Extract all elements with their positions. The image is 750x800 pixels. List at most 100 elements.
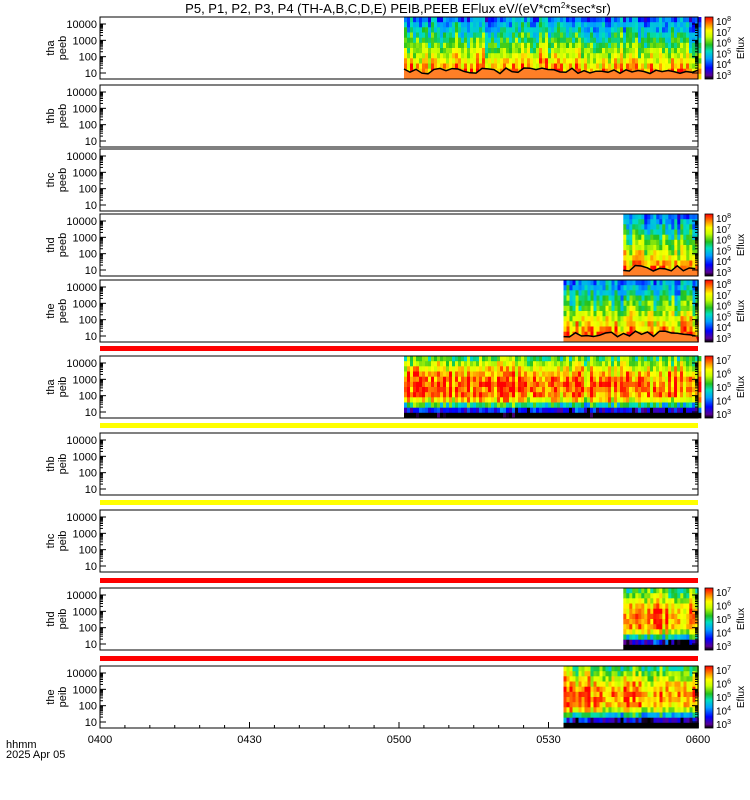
spectrogram-cell (692, 634, 696, 641)
spectrogram-cell (668, 402, 672, 409)
spectrogram-cell (626, 255, 630, 261)
spectrogram-cell (671, 224, 675, 230)
spectrogram-cell (662, 407, 666, 414)
spectrogram-cell (527, 42, 531, 49)
spectrogram-cell (650, 326, 654, 333)
spectrogram-cell (620, 280, 624, 286)
spectrogram-cell (590, 290, 594, 296)
spectrogram-cell (407, 371, 411, 378)
spectrogram-cell (659, 27, 663, 33)
spectrogram-cell (620, 712, 624, 719)
spectrogram-cell (620, 676, 624, 682)
spectrogram-cell (674, 629, 678, 635)
spectrogram-cell (542, 48, 546, 54)
spectrogram-cell (608, 17, 612, 23)
spectrogram-cell (545, 387, 549, 393)
spectrogram-cell (491, 371, 495, 378)
spectrogram-cell (584, 285, 588, 291)
spectrogram-cell (626, 285, 630, 291)
spectrogram-cell (665, 361, 669, 367)
spectrogram-cell (671, 32, 675, 39)
spectrogram-cell (608, 412, 612, 419)
spectrogram-cell (602, 42, 606, 49)
spectrogram-cell (647, 593, 651, 599)
spectrogram-cell (512, 387, 516, 393)
spectrogram-cell (593, 37, 597, 44)
spectrogram-cell (566, 280, 570, 286)
spectrogram-cell (644, 219, 648, 225)
spectrogram-cell (497, 361, 501, 367)
spectrogram-cell (449, 381, 453, 388)
spectrogram-cell (506, 361, 510, 367)
spectrogram-cell (500, 412, 504, 419)
spectrogram-cell (431, 387, 435, 393)
spectrogram-cell (551, 397, 555, 403)
spectrogram-cell (659, 53, 663, 59)
spectrogram-cell (650, 634, 654, 641)
spectrogram-cell (632, 37, 636, 44)
spectrogram-cell (593, 681, 597, 688)
spectrogram-cell (680, 387, 684, 393)
spectrogram-cell (659, 311, 663, 317)
spectrogram-cell (653, 376, 657, 383)
spectrogram-cell (662, 53, 666, 59)
spectrogram-cell (644, 603, 648, 610)
spectrogram-cell (611, 326, 615, 333)
spectrogram-cell (671, 671, 675, 677)
spectrogram-cell (653, 676, 657, 682)
y-tick-label: 10000 (66, 512, 97, 524)
spectrogram-cell (659, 214, 663, 220)
spectrogram-cell (497, 53, 501, 59)
spectrogram-cell (437, 17, 441, 23)
spectrogram-cell (644, 707, 648, 713)
spectrogram-cell (581, 331, 585, 338)
spectrogram-cell (638, 224, 642, 230)
spectrogram-cell (647, 290, 651, 296)
spectrogram-cell (503, 42, 507, 49)
spectrogram-cell (689, 613, 693, 620)
spectrogram-cell (434, 387, 438, 393)
spectrogram-cell (452, 376, 456, 383)
spectrogram-cell (620, 53, 624, 59)
spectrogram-cell (689, 598, 693, 604)
spectrogram-cell (677, 68, 681, 75)
spectrogram-cell (428, 32, 432, 39)
spectrogram-cell (617, 305, 621, 312)
spectrogram-cell (626, 311, 630, 317)
spectrogram-cell (665, 239, 669, 246)
spectrogram-cell (611, 300, 615, 307)
spectrogram-cell (461, 392, 465, 398)
spectrogram-cell (461, 32, 465, 39)
spectrogram-cell (680, 371, 684, 378)
spectrogram-cell (617, 32, 621, 39)
spectrogram-cell (680, 63, 684, 70)
spectrogram-cell (590, 305, 594, 312)
spectrogram-cell (581, 712, 585, 719)
spectrogram-cell (632, 63, 636, 70)
spectrogram-cell (473, 366, 477, 372)
spectrogram-cell (662, 691, 666, 698)
spectrogram-cell (665, 387, 669, 393)
spectrogram-cell (479, 397, 483, 403)
spectrogram-cell (605, 17, 609, 23)
spectrogram-cell (668, 58, 672, 64)
spectrogram-cell (440, 42, 444, 49)
spectrogram-cell (662, 27, 666, 33)
spectrogram-cell (458, 27, 462, 33)
spectrogram-cell (554, 366, 558, 372)
spectrogram-cell (596, 53, 600, 59)
spectrogram-cell (677, 239, 681, 246)
spectrogram-cell (545, 48, 549, 54)
spectrogram-cell (683, 285, 687, 291)
spectrogram-cell (422, 42, 426, 49)
spectrogram-cell (671, 219, 675, 225)
spectrogram-cell (464, 27, 468, 33)
spectrogram-cell (680, 397, 684, 403)
spectrogram-cell (491, 53, 495, 59)
spectrogram-cell (464, 407, 468, 414)
spectrogram-cell (647, 639, 651, 646)
spectrogram-cell (635, 598, 639, 604)
spectrogram-cell (653, 260, 657, 267)
spectrogram-cell (452, 361, 456, 367)
spectrogram-cell (560, 27, 564, 33)
